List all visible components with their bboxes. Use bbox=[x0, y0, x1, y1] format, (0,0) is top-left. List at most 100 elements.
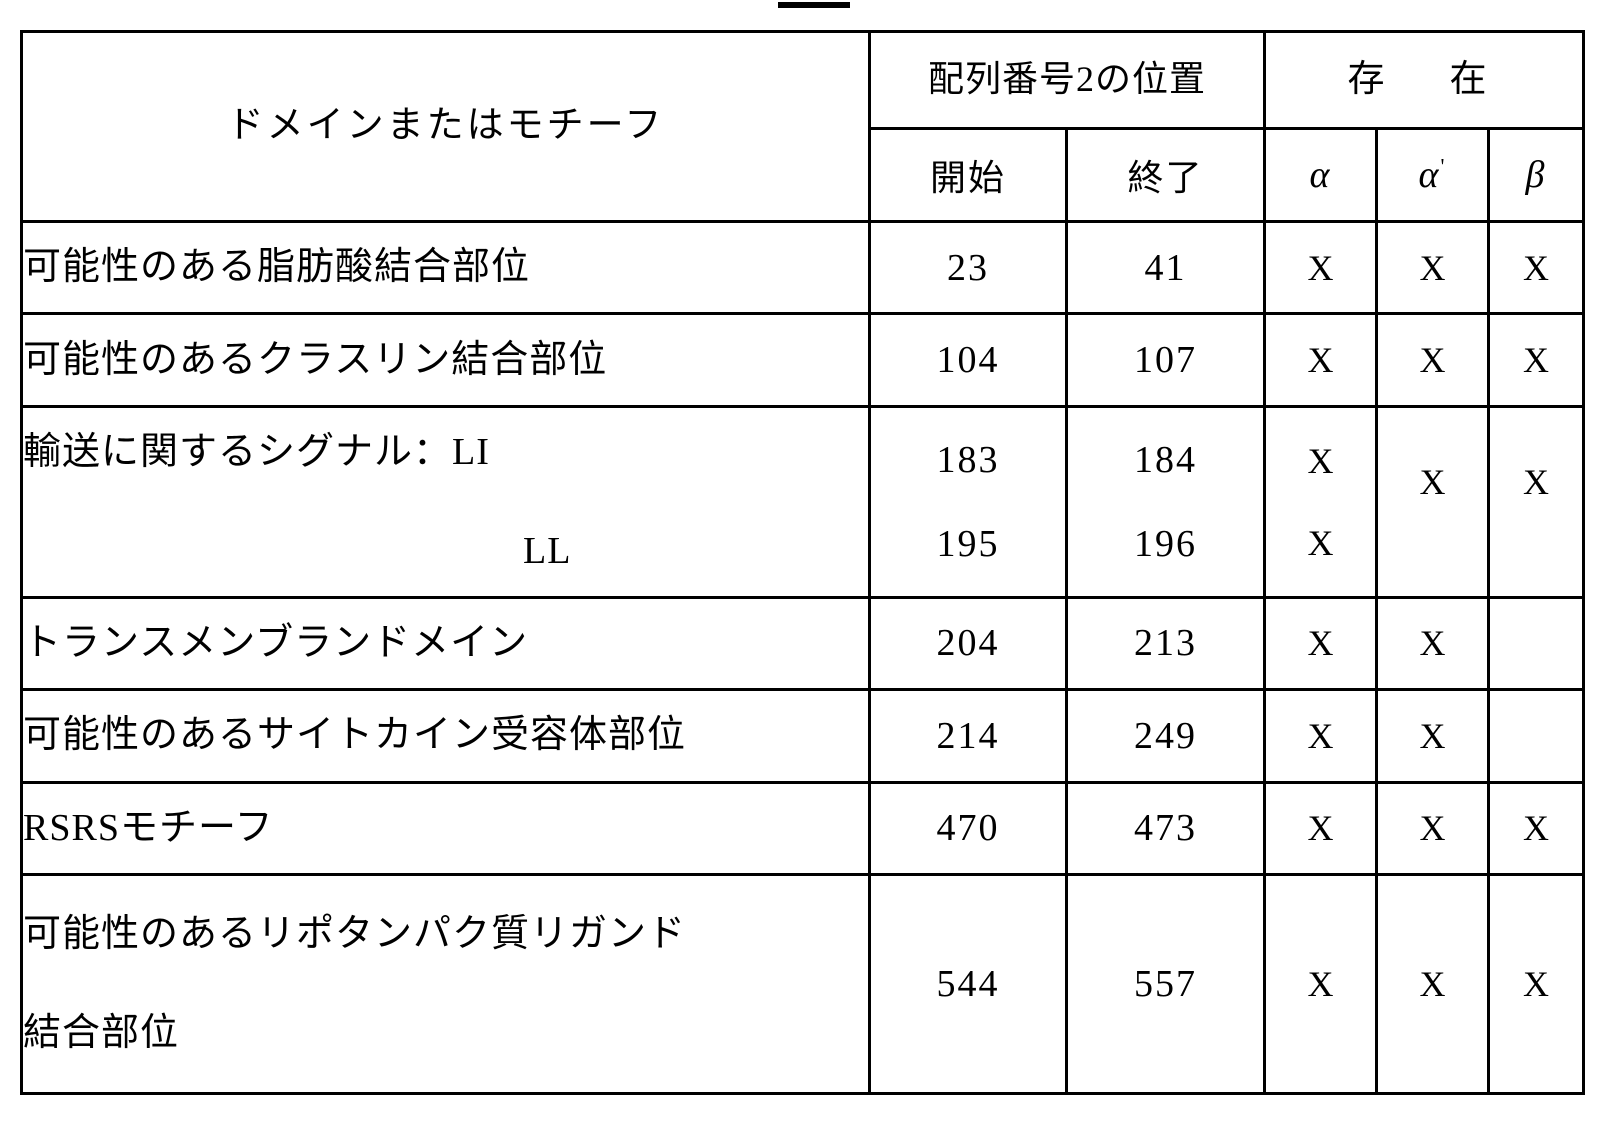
row-alpha-prime-cell: X bbox=[1375, 780, 1491, 876]
row-start-cell: 214 bbox=[868, 688, 1068, 784]
row-start-line-1: 183 bbox=[936, 438, 1000, 481]
row-alpha-cell: X bbox=[1263, 595, 1379, 692]
row-end-line-1: 213 bbox=[1134, 622, 1197, 665]
row-name-cell: 可能性のあるクラスリン結合部位 bbox=[20, 312, 871, 408]
table-row: 可能性のあるリポタンパク質リガンド 結合部位 544 557 X X X bbox=[20, 872, 1586, 1096]
row-beta-cell bbox=[1487, 688, 1586, 784]
row-beta-mark-1: X bbox=[1523, 963, 1550, 1004]
row-end-cell: 473 bbox=[1064, 780, 1267, 876]
row-alpha-cell: X bbox=[1263, 872, 1379, 1096]
row-alpha-cell: X bbox=[1263, 688, 1379, 784]
top-dash-artifact bbox=[778, 2, 850, 8]
header-alpha-prime-sup: ' bbox=[1440, 153, 1447, 179]
row-name-cell: トランスメンブランドメイン bbox=[20, 595, 871, 692]
row-start-cell: 470 bbox=[868, 780, 1068, 876]
row-name-cell: RSRSモチーフ bbox=[20, 780, 871, 876]
table-row: 可能性のあるサイトカイン受容体部位 214 249 X X bbox=[20, 688, 1586, 784]
row-alpha-cell: X X bbox=[1263, 404, 1379, 599]
header-alpha-prime-base: α bbox=[1418, 154, 1441, 196]
row-start-line-1: 23 bbox=[947, 246, 989, 289]
row-end-cell: 249 bbox=[1064, 688, 1267, 784]
table-row: RSRSモチーフ 470 473 X X X bbox=[20, 780, 1586, 876]
row-alpha-prime-mark-1: X bbox=[1419, 715, 1446, 756]
table-header-row-2: 開始 終了 α α' β bbox=[22, 127, 1586, 223]
header-domain-or-motif: ドメインまたはモチーフ bbox=[20, 30, 871, 223]
row-beta-mark-1: X bbox=[1523, 461, 1550, 502]
row-beta-mark-1: X bbox=[1523, 340, 1550, 381]
table-row: 輸送に関するシグナル：LI LL 183 195 184 196 X X X bbox=[20, 404, 1586, 599]
row-name-cell: 可能性のあるサイトカイン受容体部位 bbox=[20, 688, 871, 784]
row-start-cell: 183 195 bbox=[868, 404, 1068, 599]
row-end-line-1: 473 bbox=[1134, 807, 1197, 850]
row-start-line-1: 104 bbox=[936, 339, 1000, 382]
table-row: 可能性のある脂肪酸結合部位 23 41 X X X bbox=[20, 219, 1586, 316]
row-beta-cell: X bbox=[1487, 872, 1586, 1096]
header-alpha-prime: α' bbox=[1375, 127, 1491, 223]
row-name-cell: 輸送に関するシグナル：LI LL bbox=[20, 404, 871, 599]
row-alpha-prime-cell: X bbox=[1375, 312, 1491, 408]
row-alpha-prime-mark-1: X bbox=[1419, 623, 1446, 664]
row-end-cell: 213 bbox=[1064, 595, 1267, 692]
header-alpha: α bbox=[1263, 127, 1379, 223]
table-row: 可能性のあるクラスリン結合部位 104 107 X X X bbox=[20, 312, 1586, 408]
row-name-line-1: トランスメンブランドメイン bbox=[23, 621, 529, 664]
row-alpha-prime-mark-1: X bbox=[1419, 963, 1446, 1004]
row-start-line-1: 204 bbox=[936, 622, 1000, 665]
row-alpha-prime-mark-1: X bbox=[1419, 808, 1446, 849]
row-start-cell: 104 bbox=[868, 312, 1068, 408]
row-start-cell: 544 bbox=[868, 872, 1068, 1096]
row-end-cell: 107 bbox=[1064, 312, 1267, 408]
row-beta-cell: X bbox=[1487, 312, 1586, 408]
row-alpha-prime-cell: X bbox=[1375, 219, 1491, 316]
row-end-line-2: 196 bbox=[1134, 522, 1197, 565]
row-name-cell: 可能性のあるリポタンパク質リガンド 結合部位 bbox=[20, 872, 871, 1096]
row-name-cell: 可能性のある脂肪酸結合部位 bbox=[20, 219, 871, 316]
row-beta-cell: X bbox=[1487, 780, 1586, 876]
row-end-line-1: 557 bbox=[1134, 962, 1197, 1005]
row-alpha-mark-1: X bbox=[1307, 247, 1334, 288]
row-start-cell: 23 bbox=[868, 219, 1068, 316]
row-name-line-2: LL bbox=[523, 529, 572, 572]
row-name-line-1: 可能性のあるサイトカイン受容体部位 bbox=[23, 714, 687, 757]
row-beta-mark-1: X bbox=[1523, 247, 1550, 288]
row-alpha-mark-2: X bbox=[1307, 522, 1334, 563]
row-alpha-prime-mark-1: X bbox=[1419, 247, 1446, 288]
row-end-line-1: 41 bbox=[1144, 246, 1187, 289]
row-start-cell: 204 bbox=[868, 595, 1068, 692]
row-alpha-cell: X bbox=[1263, 780, 1379, 876]
row-alpha-mark-1: X bbox=[1307, 963, 1334, 1004]
row-alpha-mark-1: X bbox=[1307, 715, 1334, 756]
row-name-line-2: 結合部位 bbox=[23, 1011, 180, 1054]
row-end-cell: 41 bbox=[1064, 219, 1267, 316]
row-beta-mark-1: X bbox=[1523, 808, 1550, 849]
row-alpha-prime-cell: X bbox=[1375, 688, 1491, 784]
row-beta-cell: X bbox=[1487, 404, 1586, 599]
row-start-line-2: 195 bbox=[936, 522, 1000, 565]
row-alpha-mark-1: X bbox=[1307, 440, 1334, 481]
row-end-line-1: 184 bbox=[1134, 438, 1197, 481]
row-alpha-prime-cell: X bbox=[1375, 404, 1491, 599]
row-name-line-1: 可能性のある脂肪酸結合部位 bbox=[23, 246, 531, 289]
row-alpha-mark-1: X bbox=[1307, 808, 1334, 849]
row-start-line-1: 214 bbox=[936, 714, 1000, 757]
row-alpha-prime-cell: X bbox=[1375, 595, 1491, 692]
row-alpha-mark-1: X bbox=[1307, 623, 1334, 664]
row-end-line-1: 249 bbox=[1134, 714, 1197, 757]
header-end: 終了 bbox=[1064, 127, 1267, 223]
row-end-line-1: 107 bbox=[1134, 339, 1197, 382]
row-end-cell: 557 bbox=[1064, 872, 1267, 1096]
row-alpha-cell: X bbox=[1263, 219, 1379, 316]
row-alpha-prime-mark-1: X bbox=[1419, 340, 1446, 381]
table-header: ドメインまたはモチーフ 配列番号2の位置 存 在 開始 終了 α α' β bbox=[20, 30, 1586, 223]
row-alpha-prime-cell: X bbox=[1375, 872, 1491, 1096]
row-alpha-cell: X bbox=[1263, 312, 1379, 408]
row-name-line-1: 輸送に関するシグナル：LI bbox=[23, 430, 490, 473]
row-start-line-1: 544 bbox=[936, 962, 1000, 1005]
row-alpha-mark-1: X bbox=[1307, 340, 1334, 381]
row-beta-cell bbox=[1487, 595, 1586, 692]
header-position-group: 配列番号2の位置 bbox=[867, 30, 1267, 130]
row-alpha-prime-mark-1: X bbox=[1419, 461, 1446, 502]
table-body: 可能性のある脂肪酸結合部位 23 41 X X X bbox=[20, 219, 1586, 1096]
domain-motif-table: ドメインまたはモチーフ 配列番号2の位置 存 在 開始 終了 α α' β 可能… bbox=[20, 30, 1586, 1096]
